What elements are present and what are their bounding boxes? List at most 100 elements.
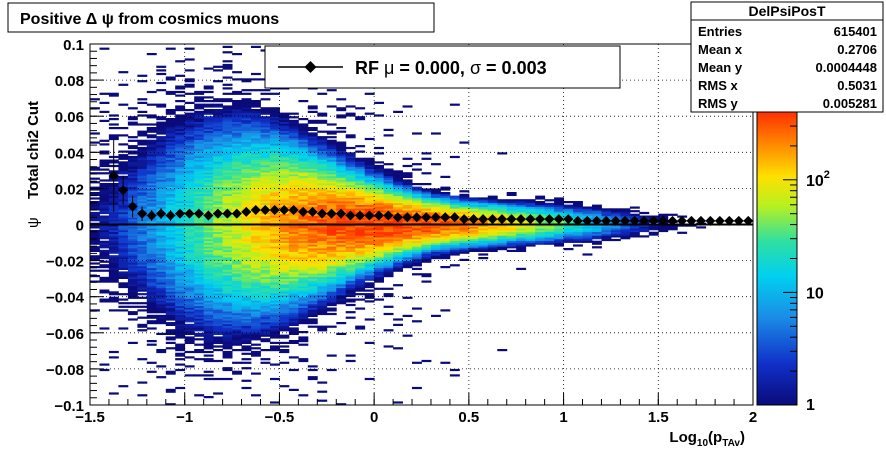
heatmap-cell <box>127 238 138 242</box>
heatmap-cell <box>194 136 205 139</box>
heatmap-cell <box>184 190 195 193</box>
heatmap-cell <box>364 208 375 211</box>
heatmap-cell <box>317 226 328 229</box>
heatmap-cell <box>355 193 366 196</box>
heatmap-cell <box>156 172 167 175</box>
heatmap-cell <box>279 114 290 117</box>
heatmap-cell <box>288 152 299 155</box>
heatmap-cell <box>279 275 290 278</box>
heatmap-cell <box>288 258 299 261</box>
heatmap-cell <box>336 192 347 195</box>
heatmap-cell <box>127 228 138 231</box>
heatmap-cell <box>90 201 100 204</box>
heatmap-cell <box>270 329 280 332</box>
heatmap-cell <box>241 257 252 260</box>
heatmap-cell <box>326 192 337 195</box>
heatmap-cell <box>307 318 318 321</box>
profile-point <box>127 201 138 212</box>
heatmap-cell <box>203 127 214 130</box>
heatmap-cell <box>156 69 167 72</box>
heatmap-cell <box>307 166 318 169</box>
heatmap-cell <box>307 275 318 278</box>
heatmap-cell <box>203 179 214 182</box>
heatmap-cell <box>232 127 242 130</box>
heatmap-cell <box>222 258 233 261</box>
heatmap-cell <box>90 255 100 258</box>
heatmap-cell <box>222 316 233 319</box>
heatmap-cell <box>213 322 223 325</box>
heatmap-cell <box>364 199 375 202</box>
heatmap-cell <box>364 174 375 177</box>
heatmap-cell <box>175 276 186 279</box>
heatmap-cell <box>317 282 328 285</box>
heatmap-cell <box>194 107 205 110</box>
heatmap-cell <box>402 197 413 200</box>
heatmap-cell <box>355 199 366 202</box>
heatmap-cell <box>288 244 299 247</box>
heatmap-cell <box>203 253 214 256</box>
heatmap-cell <box>260 282 271 285</box>
heatmap-cell <box>127 177 138 180</box>
heatmap-cell <box>336 266 347 269</box>
heatmap-cell <box>137 267 148 270</box>
heatmap-cell <box>270 336 280 339</box>
heatmap-cell <box>478 206 489 209</box>
heatmap-cell <box>156 229 167 233</box>
heatmap-cell <box>241 244 252 247</box>
heatmap-cell <box>194 332 205 335</box>
heatmap-cell <box>317 188 328 191</box>
heatmap-cell <box>298 294 309 298</box>
heatmap-cell <box>241 291 252 294</box>
heatmap-cell <box>165 78 176 81</box>
heatmap-cell <box>213 293 223 296</box>
profile-point <box>449 212 460 223</box>
heatmap-cell <box>232 293 242 296</box>
heatmap-cell <box>118 260 129 263</box>
heatmap-cell <box>459 210 470 213</box>
heatmap-cell <box>270 181 280 184</box>
heatmap-cell <box>203 229 214 233</box>
heatmap-cell <box>156 287 167 290</box>
heatmap-cell <box>270 219 280 222</box>
heatmap-cell <box>497 246 508 249</box>
heatmap-cell <box>336 229 347 233</box>
heatmap-cell <box>355 172 366 175</box>
heatmap-cell <box>137 166 148 169</box>
heatmap-cell <box>175 85 186 88</box>
heatmap-cell <box>307 224 318 227</box>
heatmap-cell <box>270 202 280 205</box>
heatmap-cell <box>137 164 148 168</box>
heatmap-cell <box>241 249 252 252</box>
heatmap-cell <box>184 340 195 343</box>
heatmap-cell <box>317 300 328 303</box>
heatmap-cell <box>241 240 252 243</box>
heatmap-cell <box>279 217 290 220</box>
heatmap-cell <box>184 365 195 368</box>
heatmap-cell <box>336 284 347 287</box>
heatmap-cell <box>393 266 403 269</box>
heatmap-cell <box>146 260 157 263</box>
heatmap-cell <box>601 235 612 238</box>
heatmap-cell <box>194 291 205 294</box>
heatmap-cell <box>620 210 631 213</box>
heatmap-cell <box>459 235 470 238</box>
heatmap-cell <box>194 170 205 173</box>
heatmap-cell <box>241 193 252 196</box>
heatmap-cell <box>449 201 460 204</box>
heatmap-cell <box>393 190 403 193</box>
heatmap-cell <box>222 266 233 269</box>
heatmap-cell <box>260 331 271 334</box>
heatmap-cell <box>194 262 205 265</box>
heatmap-cell <box>374 168 384 171</box>
heatmap-cell <box>345 204 356 207</box>
heatmap-cell <box>506 228 517 231</box>
heatmap-cell <box>156 195 167 198</box>
heatmap-cell <box>165 150 176 153</box>
heatmap-cell <box>298 311 309 314</box>
heatmap-cell <box>317 249 328 252</box>
heatmap-cell <box>270 177 280 180</box>
heatmap-cell <box>184 229 195 233</box>
heatmap-cell <box>175 159 186 162</box>
heatmap-cell <box>298 181 309 184</box>
heatmap-cell <box>431 192 441 195</box>
